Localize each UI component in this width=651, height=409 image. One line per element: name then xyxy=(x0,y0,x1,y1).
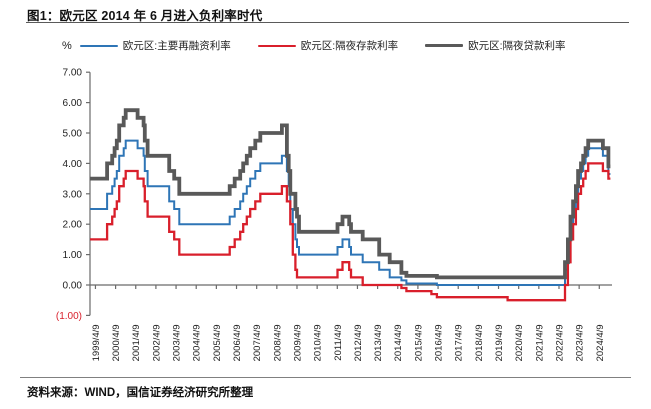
legend-label-deposit: 欧元区:隔夜存款利率 xyxy=(300,40,399,52)
y-axis-tick-label: 6.00 xyxy=(63,98,83,109)
legend-item-lending: 欧元区:隔夜贷款利率 xyxy=(425,38,566,53)
title-divider xyxy=(26,22,629,23)
x-axis-tick-label: 2000/4/9 xyxy=(111,324,122,361)
x-axis-tick-label: 2021/4/9 xyxy=(534,324,545,361)
y-axis-tick-label: 3.00 xyxy=(63,189,83,200)
legend-item-mro: 欧元区:主要再融资利率 xyxy=(79,38,231,53)
source-note: 资料来源：WIND，国信证券经济研究所整理 xyxy=(27,387,254,399)
mro-line-sample-icon xyxy=(79,44,118,47)
x-axis-tick-label: 2008/4/9 xyxy=(272,324,283,361)
x-axis-tick-label: 2019/4/9 xyxy=(494,324,505,361)
footer-divider xyxy=(20,377,631,378)
legend-label-mro: 欧元区:主要再融资利率 xyxy=(122,40,231,52)
y-axis-unit-label: % xyxy=(62,39,72,52)
x-axis-tick-label: 2014/4/9 xyxy=(393,324,404,361)
x-axis-tick-label: 2006/4/9 xyxy=(232,324,243,361)
x-axis-tick-label: 2001/4/9 xyxy=(131,324,142,361)
x-axis-tick-label: 2004/4/9 xyxy=(192,324,203,361)
y-axis-tick-label: 5.00 xyxy=(63,129,83,140)
y-axis-tick-label: 1.00 xyxy=(63,250,83,261)
y-axis-tick-label: 0.00 xyxy=(63,281,83,292)
x-axis-tick-label: 2017/4/9 xyxy=(454,324,465,361)
y-axis-tick-label: 7.00 xyxy=(63,68,83,79)
x-axis-tick-label: 2013/4/9 xyxy=(373,324,384,361)
y-axis-tick-label: 2.00 xyxy=(63,220,83,231)
x-axis-tick-label: 2005/4/9 xyxy=(212,324,223,361)
lending-line-sample-icon xyxy=(425,43,464,48)
x-axis-tick-label: 2016/4/9 xyxy=(434,324,445,361)
legend-item-deposit: 欧元区:隔夜存款利率 xyxy=(257,38,399,53)
x-axis-tick-label: 2015/4/9 xyxy=(413,324,424,361)
x-axis-tick-label: 2023/4/9 xyxy=(575,324,586,361)
deposit-line-sample-icon xyxy=(257,44,296,47)
chart-title: 图1：欧元区 2014 年 6 月进入负利率时代 xyxy=(27,9,263,23)
x-axis-tick-label: 2002/4/9 xyxy=(151,324,162,361)
x-axis-tick-label: 2012/4/9 xyxy=(353,324,364,361)
lending-rate-line xyxy=(90,108,611,280)
chart-legend: % 欧元区:主要再融资利率 欧元区:隔夜存款利率 欧元区:隔夜贷款利率 xyxy=(62,38,593,53)
x-axis-tick-label: 2009/4/9 xyxy=(292,324,303,361)
x-axis-tick-label: 2022/4/9 xyxy=(554,324,565,361)
x-axis-tick-label: 2003/4/9 xyxy=(172,324,183,361)
x-axis-tick-label: 2024/4/9 xyxy=(595,324,606,361)
deposit-rate-line xyxy=(90,162,611,302)
x-axis-tick-label: 2007/4/9 xyxy=(252,324,263,361)
y-axis-tick-label: (1.00) xyxy=(56,311,82,322)
x-axis-tick-label: 2010/4/9 xyxy=(313,324,324,361)
legend-label-lending: 欧元区:隔夜贷款利率 xyxy=(468,40,566,52)
x-axis-tick-label: 2018/4/9 xyxy=(474,324,485,361)
y-axis-tick-label: 4.00 xyxy=(63,159,83,170)
x-axis-tick-label: 2011/4/9 xyxy=(333,324,344,360)
x-axis-tick-label: 2020/4/9 xyxy=(514,324,525,361)
x-axis-tick-label: 1999/4/9 xyxy=(91,324,102,361)
